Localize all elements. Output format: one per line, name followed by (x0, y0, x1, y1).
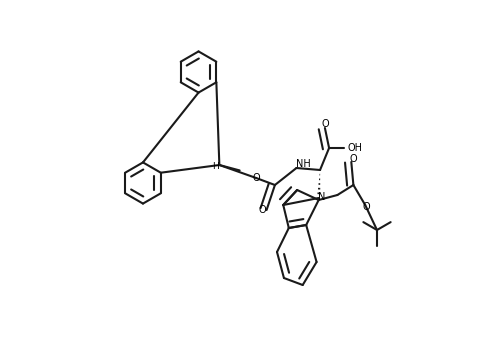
Text: O: O (259, 205, 266, 215)
Text: O: O (253, 173, 260, 183)
Text: O: O (321, 119, 329, 129)
Text: O: O (362, 202, 370, 212)
Text: OH: OH (347, 143, 362, 153)
Text: NH: NH (296, 159, 311, 169)
Text: N: N (318, 192, 325, 202)
Text: O: O (349, 154, 357, 163)
Text: H: H (212, 162, 219, 171)
